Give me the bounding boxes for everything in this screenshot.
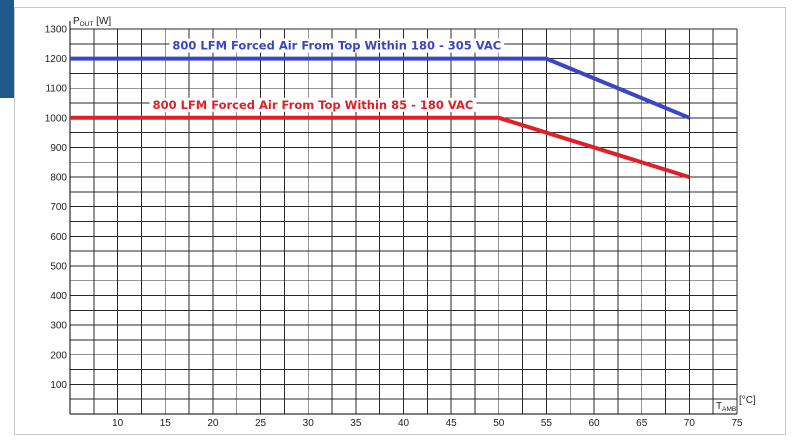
x-tick-label: 10 — [112, 418, 124, 429]
x-axis-label-main: T — [716, 401, 722, 412]
x-axis-label: TAMB [°C] — [716, 395, 756, 413]
y-tick-label: 1300 — [45, 25, 68, 36]
y-tick-label: 900 — [50, 143, 67, 154]
series-line-1 — [70, 56, 691, 120]
y-tick-label: 500 — [50, 261, 67, 272]
chart-frame — [14, 7, 786, 435]
x-tick-label: 75 — [731, 418, 743, 429]
y-tick-label: 1100 — [45, 84, 67, 95]
series-label-2: 800 LFM Forced Air From Top Within 85 - … — [153, 98, 474, 112]
side-accent-tab — [0, 0, 14, 98]
x-tick-label: 50 — [493, 418, 505, 429]
x-tick-label: 35 — [350, 418, 362, 429]
series-labels: 800 LFM Forced Air From Top Within 180 -… — [149, 38, 505, 112]
series-label-background — [169, 38, 505, 53]
x-tick-label: 40 — [398, 418, 410, 429]
y-axis-label-sub: OUT — [80, 21, 94, 28]
y-tick-label: 100 — [50, 380, 67, 391]
axes — [69, 21, 737, 415]
x-tick-label: 30 — [303, 418, 315, 429]
x-tick-label: 45 — [446, 418, 458, 429]
y-tick-label: 400 — [50, 291, 67, 302]
tick-labels: 100 200 300 400 500 600 700 800 900 1000 1100 1200 1… — [45, 25, 743, 430]
x-tick-label: 55 — [541, 418, 553, 429]
x-tick-label: 25 — [255, 418, 267, 429]
x-tick-label: 60 — [589, 418, 601, 429]
y-axis-label: POUT [W] — [73, 16, 111, 28]
series-label-background — [149, 97, 477, 112]
y-tick-label: 1000 — [45, 113, 68, 124]
y-tick-label: 300 — [50, 321, 67, 332]
grid — [70, 28, 738, 414]
series-label-1: 800 LFM Forced Air From Top Within 180 -… — [172, 39, 501, 53]
y-axis-label-unit: [W] — [93, 16, 111, 27]
y-tick-label: 200 — [50, 350, 67, 361]
y-tick-label: 800 — [50, 173, 67, 184]
y-tick-label: 700 — [50, 202, 67, 213]
x-axis-label-unit: [°C] — [736, 395, 756, 406]
y-tick-label: 600 — [50, 232, 67, 243]
y-tick-label: 1200 — [45, 54, 68, 65]
x-tick-label: 20 — [207, 418, 219, 429]
x-tick-label: 70 — [684, 418, 696, 429]
x-axis-label-sub: AMB — [722, 406, 736, 413]
y-axis-label-main: P — [73, 16, 80, 27]
series-line-2 — [70, 115, 690, 180]
series — [70, 56, 691, 180]
x-tick-label: 65 — [636, 418, 648, 429]
x-tick-label: 15 — [160, 418, 172, 429]
